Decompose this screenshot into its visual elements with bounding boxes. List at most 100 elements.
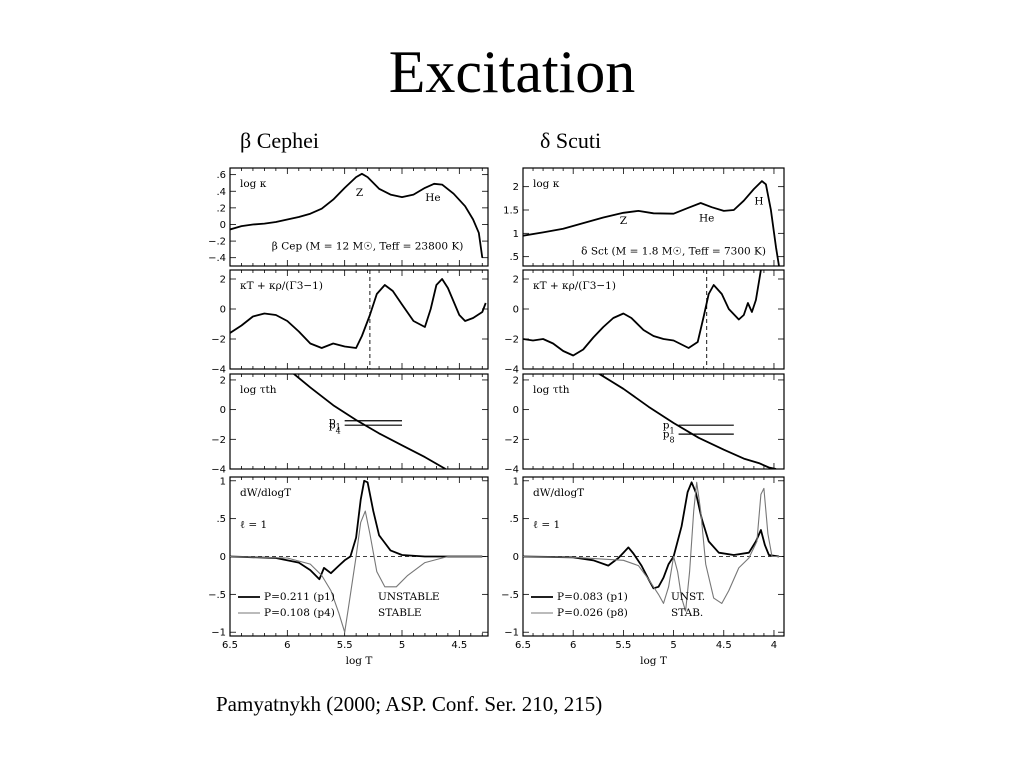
y-tick-label: −.4: [208, 253, 226, 264]
panel-sublabel: ℓ = 1: [240, 519, 267, 531]
y-tick-label: 0: [513, 552, 519, 563]
panel-ylabel: κT + κρ/(Γ3−1): [533, 280, 616, 292]
series-line: [597, 374, 777, 469]
right-column-title: δ Scuti: [540, 128, 602, 153]
y-tick-label: 2: [513, 375, 519, 386]
y-tick-label: −2: [211, 435, 226, 446]
curve-annotation: Z: [620, 215, 627, 227]
curve-annotation: He: [425, 192, 440, 204]
x-tick-label: 5: [399, 640, 405, 651]
series-line: [292, 374, 447, 469]
slide-title: Excitation: [388, 39, 636, 105]
y-tick-label: .2: [216, 203, 226, 214]
panel-ylabel: log τth: [533, 384, 570, 396]
panel-sublabel: ℓ = 1: [533, 519, 560, 531]
panel-ylabel: dW/dlogT: [533, 487, 584, 499]
y-tick-label: −2: [211, 335, 226, 346]
panel-ylabel: log κ: [533, 178, 560, 190]
mode-label-p8: p8: [663, 429, 675, 445]
legend-status: UNST.: [671, 591, 705, 603]
legend-status: STABLE: [378, 607, 422, 619]
mode-label-subscript: 1: [336, 422, 341, 431]
series-line: [230, 172, 484, 258]
y-tick-label: −4: [211, 465, 226, 476]
x-tick-label: 4: [771, 640, 777, 651]
panel-ylabel: log τth: [240, 384, 277, 396]
mode-label-subscript: 1: [670, 426, 675, 435]
panel-work: 1 .5 0 −.5 −1 dW/dlogT ℓ = 1 P=0.211 (p1) UNSTAB…: [208, 476, 489, 639]
y-tick-label: 0: [220, 552, 226, 563]
y-tick-label: −4: [211, 365, 226, 376]
y-tick-label: 1: [220, 476, 226, 487]
legend-entry: P=0.211 (p1): [264, 591, 335, 603]
y-tick-label: 2: [220, 375, 226, 386]
legend-entry: P=0.108 (p4): [264, 607, 335, 619]
series-line-2: [523, 481, 779, 612]
y-tick-label: 2: [513, 275, 519, 286]
y-tick-label: −.2: [208, 237, 226, 248]
y-tick-label: 0: [513, 305, 519, 316]
y-tick-label: 1.5: [503, 206, 519, 217]
series-line-2: [230, 510, 483, 633]
legend-entry: P=0.026 (p8): [557, 607, 628, 619]
curve-annotation: Z: [356, 187, 363, 199]
panel-kappa: .6 .4 .2 0 −.2 −.4 log κ Z He β Cep (M = 12 M☉, T…: [208, 167, 489, 267]
x-tick-label: 5.5: [615, 640, 631, 651]
left-column-title: β Cephei: [240, 128, 320, 153]
panel-frame: [229, 167, 489, 267]
y-tick-label: .6: [216, 170, 226, 181]
y-tick-label: −2: [504, 335, 519, 346]
panel-ylabel: dW/dlogT: [240, 487, 291, 499]
chart-column-1: .6 .4 .2 0 −.2 −.4 log κ Z He β Cep (M = 12 M☉, T…: [208, 167, 489, 667]
x-tick-label: 5.5: [337, 640, 353, 651]
panel-kappa_derivs: 2 0 −2 −4 κT + κρ/(Γ3−1): [504, 269, 785, 376]
mode-label-p1: p1: [663, 420, 675, 436]
y-tick-label: −1: [504, 628, 519, 639]
panel-ylabel: log κ: [240, 178, 267, 190]
series-line: [523, 270, 763, 357]
legend-entry: P=0.083 (p1): [557, 591, 628, 603]
series-line-1: [230, 479, 483, 581]
x-tick-label: 6: [570, 640, 576, 651]
y-tick-label: −2: [504, 435, 519, 446]
x-tick-label: 6.5: [222, 640, 238, 651]
x-tick-label: 5: [670, 640, 676, 651]
y-tick-label: 0: [220, 305, 226, 316]
y-tick-label: .5: [509, 514, 519, 525]
curve-annotation: δ Sct (M = 1.8 M☉, Teff = 7300 K): [581, 245, 766, 257]
x-tick-label: 4.5: [716, 640, 732, 651]
x-axis-label: log T: [640, 655, 667, 667]
curve-annotation: β Cep (M = 12 M☉, Teff = 23800 K): [272, 240, 464, 252]
curve-annotation: He: [699, 213, 714, 225]
x-tick-label: 6: [284, 640, 290, 651]
legend-status: UNSTABLE: [378, 591, 440, 603]
y-tick-label: −4: [504, 465, 519, 476]
legend-status: STAB.: [671, 607, 703, 619]
panel-frame: [229, 373, 489, 470]
panel-kappa_derivs: 2 0 −2 −4 κT + κρ/(Γ3−1): [211, 269, 489, 376]
y-tick-label: 2: [220, 275, 226, 286]
y-tick-label: 2: [513, 182, 519, 193]
y-tick-label: −1: [211, 628, 226, 639]
y-tick-label: −4: [504, 365, 519, 376]
y-tick-label: 0: [220, 405, 226, 416]
x-tick-label: 4.5: [451, 640, 467, 651]
mode-label-subscript: 8: [670, 435, 675, 444]
panel-frame: [229, 269, 489, 370]
series-line: [230, 278, 487, 349]
y-tick-label: .5: [216, 514, 226, 525]
y-tick-label: 1: [513, 476, 519, 487]
curve-annotation: H: [754, 195, 763, 207]
mode-label-p1: p1: [329, 415, 341, 431]
y-tick-label: .5: [509, 252, 519, 263]
y-tick-label: .4: [216, 187, 226, 198]
series-line: [523, 180, 780, 266]
x-axis-label: log T: [346, 655, 373, 667]
citation: Pamyatnykh (2000; ASP. Conf. Ser. 210, 2…: [216, 692, 603, 716]
y-tick-label: 0: [513, 405, 519, 416]
y-tick-label: −.5: [208, 590, 226, 601]
